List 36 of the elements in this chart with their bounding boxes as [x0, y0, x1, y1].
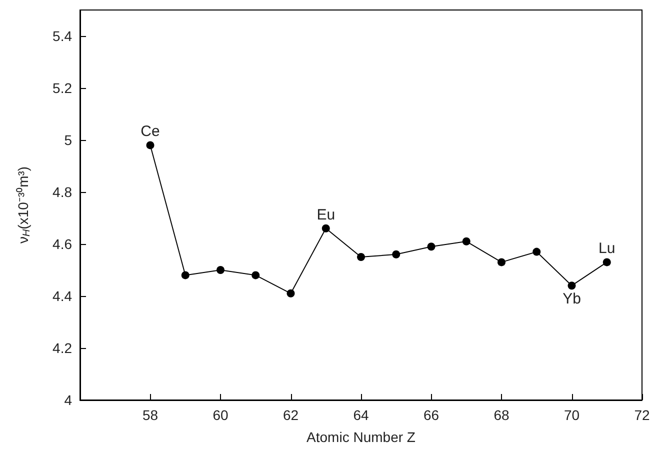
- y-tick-label: 4.2: [52, 340, 72, 356]
- y-tick-label: 4.4: [52, 288, 72, 304]
- y-tick-label: 4.6: [52, 236, 72, 252]
- point: [286, 289, 295, 298]
- y-tick-label: 4.8: [52, 184, 72, 200]
- point: [462, 237, 470, 246]
- y-tick-label: 5.2: [52, 80, 72, 96]
- y-tick-label: 5.4: [52, 28, 72, 44]
- point: [427, 242, 436, 251]
- x-tick-label: 60: [212, 407, 228, 423]
- point: [216, 266, 224, 274]
- point: [532, 248, 541, 256]
- x-tick-label: 58: [142, 407, 158, 423]
- point: [357, 253, 365, 261]
- point: [498, 258, 506, 266]
- point: [181, 271, 190, 280]
- y-axis-title: νH(x10⁻³⁰m³): [15, 166, 32, 244]
- point: [602, 258, 611, 266]
- x-axis-title: Atomic Number Z: [306, 429, 416, 445]
- x-tick-label: 62: [282, 407, 299, 423]
- point: [568, 282, 576, 290]
- x-tick-label: 66: [423, 407, 440, 423]
- x-tick-label: 64: [353, 407, 369, 423]
- annotation: Lu: [598, 240, 616, 258]
- x-tick-label: 70: [564, 407, 580, 423]
- point: [146, 141, 154, 150]
- x-tick-label: 68: [494, 407, 510, 423]
- annotation: Yb: [562, 290, 581, 308]
- y-tick-label: 4: [64, 392, 72, 408]
- annotation: Ce: [140, 123, 160, 140]
- point: [392, 250, 400, 258]
- point: [322, 224, 330, 232]
- point: [252, 271, 260, 280]
- y-tick-label: 5: [64, 132, 72, 148]
- x-tick-label: 72: [634, 407, 650, 423]
- annotation: Eu: [316, 206, 336, 224]
